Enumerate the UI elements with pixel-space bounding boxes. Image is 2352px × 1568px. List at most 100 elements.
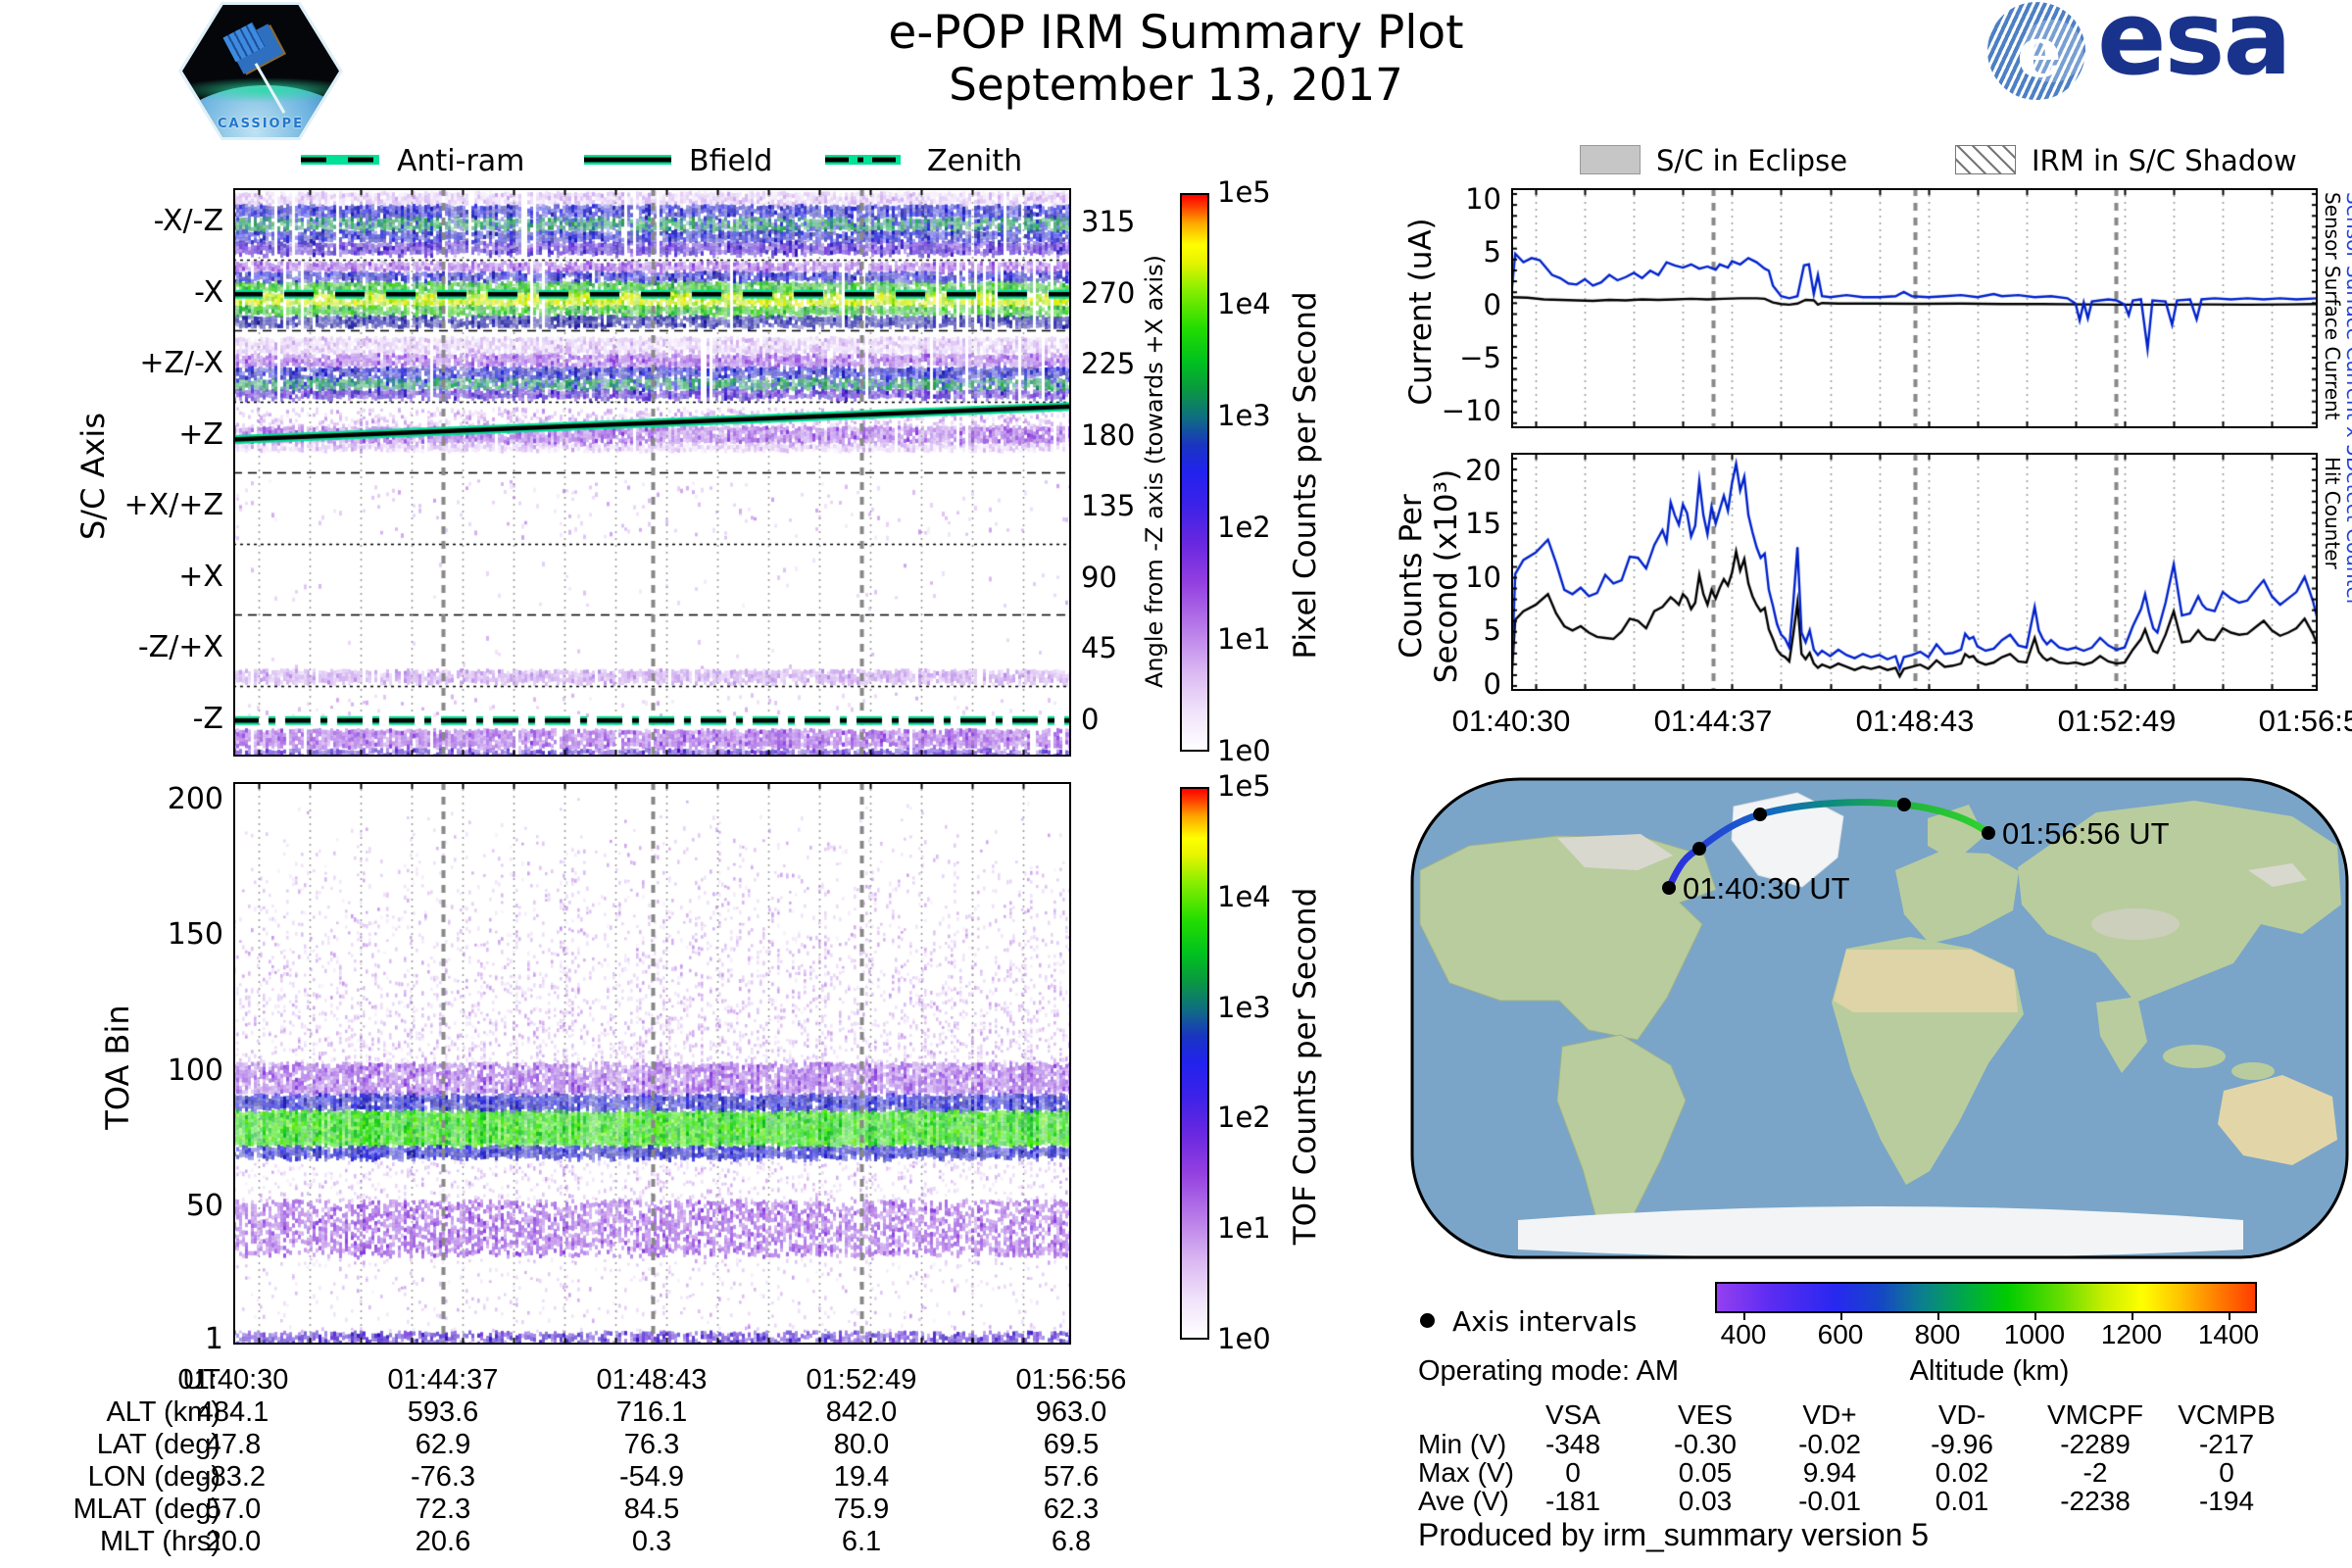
alt-tick-mark (1937, 1311, 1939, 1320)
alt-tick-1000: 1000 (2003, 1319, 2066, 1349)
page-subtitle-date: September 13, 2017 (949, 59, 1403, 111)
eclipse-legend-swatch (1580, 145, 1641, 174)
volt-cell: 0 (1565, 1457, 1581, 1488)
page-title: e-POP IRM Summary Plot (888, 6, 1464, 60)
sc-axis-plot-frame (233, 188, 1071, 757)
alt-tick-mark (2229, 1311, 2230, 1320)
current-right-label-blue: Sensor Surface Current x 5 (2342, 192, 2352, 457)
alt-tick-400: 400 (1720, 1319, 1767, 1349)
ephem-cell: 963.0 (1035, 1396, 1107, 1428)
current-ytick-10: 10 (1465, 182, 1501, 216)
alt-tick-mark (2034, 1311, 2036, 1320)
counts-right-label-blue: Detect Counter (2342, 457, 2352, 607)
volt-cell: -0.30 (1674, 1429, 1737, 1459)
volt-cell: -0.02 (1798, 1429, 1861, 1459)
counts-ytick-20: 20 (1465, 454, 1501, 487)
ephem-cell: 01:48:43 (596, 1364, 708, 1396)
ephem-cell: 6.8 (1051, 1526, 1092, 1557)
ephem-cell: -54.9 (618, 1461, 685, 1493)
ephem-cell: 01:56:56 (1015, 1364, 1127, 1396)
pixel-counts-colorbar-label: Pixel Counts per Second (1288, 291, 1323, 660)
angle-tick-135: 135 (1081, 489, 1136, 523)
ephem-cell: 62.9 (415, 1429, 471, 1460)
left-line-legend-lines (301, 155, 901, 165)
ephem-cell: -83.2 (200, 1461, 267, 1493)
ephem-cell: 62.3 (1043, 1494, 1100, 1525)
ephem-cell: 75.9 (833, 1494, 890, 1525)
legend-zenith-label: Zenith (927, 144, 1023, 178)
legend-anti-ram-label: Anti-ram (397, 144, 525, 178)
sc-axis-spectrogram-canvas (233, 188, 1071, 757)
toa-tick-100: 100 (167, 1054, 223, 1088)
tof-cbar-tick-1e2: 1e2 (1217, 1101, 1271, 1135)
ephem-cell: 76.3 (623, 1429, 680, 1460)
current-ytick-5: 5 (1483, 235, 1501, 269)
volt-row-label-Max (V): Max (V) (1418, 1457, 1514, 1488)
counts-ytick-5: 5 (1483, 613, 1501, 647)
pixel-cbar-tick-1e0: 1e0 (1217, 734, 1271, 767)
angle-tick-180: 180 (1081, 417, 1136, 452)
angle-tick-90: 90 (1081, 560, 1117, 594)
ephem-row-label-ALT (km): ALT (km) (106, 1396, 220, 1428)
angle-tick-45: 45 (1081, 631, 1117, 665)
ephem-cell: 01:44:37 (387, 1364, 499, 1396)
volt-col-header-VCMPB: VCMPB (2178, 1399, 2276, 1430)
pixel-counts-colorbar (1180, 193, 1209, 752)
time-xtick-01:56:56: 01:56:56 (2258, 704, 2352, 738)
esa-globe-icon: e (1987, 2, 2085, 100)
ephem-cell: 593.6 (407, 1396, 479, 1428)
toa-tick-50: 50 (185, 1189, 223, 1223)
world-map: 01:40:30 UT 01:56:56 UT (1410, 777, 2349, 1259)
alt-tick-mark (2132, 1311, 2133, 1320)
sc-axis-row-label-+X/+Z: +X/+Z (123, 488, 223, 523)
operating-mode-label: Operating mode: AM (1418, 1355, 1679, 1387)
toa-spectrogram-canvas (233, 782, 1071, 1345)
ephem-cell: 69.5 (1043, 1429, 1100, 1460)
volt-cell: -2 (2082, 1457, 2108, 1488)
alt-tick-800: 800 (1914, 1319, 1961, 1349)
track-end-label: 01:56:56 UT (2002, 816, 2170, 851)
ephem-cell: 47.8 (205, 1429, 262, 1460)
sc-axis-row-label--X/-Z: -X/-Z (153, 204, 223, 239)
ephem-row-label-MLT (hrs): MLT (hrs) (100, 1526, 220, 1557)
volt-cell: 0.02 (1935, 1457, 1989, 1488)
current-plot-frame (1511, 188, 2318, 428)
ephem-cell: 0.3 (631, 1526, 672, 1557)
ephem-cell: 57.6 (1043, 1461, 1100, 1493)
ephem-cell: 72.3 (415, 1494, 471, 1525)
ephem-row-label-MLAT (deg): MLAT (deg) (73, 1494, 220, 1525)
sc-axis-row-label--Z/+X: -Z/+X (137, 630, 223, 665)
footer-version-label: Produced by irm_summary version 5 (1418, 1517, 1930, 1552)
counts-ytick-10: 10 (1465, 561, 1501, 594)
sc-axis-row-label--X: -X (194, 274, 223, 310)
volt-cell: -194 (2198, 1486, 2255, 1516)
ephem-cell: 01:52:49 (806, 1364, 917, 1396)
patch-mission-name: CASSIOPE (217, 117, 305, 131)
pixel-cbar-tick-1e2: 1e2 (1217, 511, 1271, 544)
counts-plot-canvas (1511, 453, 2318, 691)
ground-track-points (1662, 798, 1995, 895)
tof-cbar-tick-1e1: 1e1 (1217, 1211, 1271, 1246)
volt-cell: 0.01 (1935, 1486, 1989, 1516)
tof-cbar-tick-1e0: 1e0 (1217, 1322, 1271, 1355)
ephem-row-label-UT: UT (182, 1364, 220, 1396)
time-xtick-01:52:49: 01:52:49 (2057, 704, 2177, 738)
shadow-legend-label: IRM in S/C Shadow (2032, 144, 2297, 177)
pixel-cbar-tick-1e5: 1e5 (1217, 175, 1271, 209)
toa-tick-1: 1 (204, 1322, 223, 1356)
axis-intervals-dot-icon (1420, 1313, 1435, 1328)
current-right-label-black: Sensor Surface Current (2321, 192, 2344, 420)
ephem-cell: 84.5 (623, 1494, 680, 1525)
legend-bfield-label: Bfield (689, 144, 773, 178)
volt-cell: -217 (2198, 1429, 2255, 1459)
alt-tick-mark (1840, 1311, 1842, 1320)
alt-tick-mark (1743, 1311, 1745, 1320)
current-ytick-−5: −5 (1459, 341, 1501, 374)
ephem-cell: 484.1 (197, 1396, 270, 1428)
volt-col-header-VMCPF: VMCPF (2047, 1399, 2143, 1430)
angle-tick-225: 225 (1081, 347, 1136, 381)
volt-col-header-VES: VES (1677, 1399, 1734, 1430)
tof-cbar-tick-1e4: 1e4 (1217, 879, 1271, 913)
volt-cell: -2289 (2060, 1429, 2131, 1459)
counts-ytick-15: 15 (1465, 507, 1501, 540)
